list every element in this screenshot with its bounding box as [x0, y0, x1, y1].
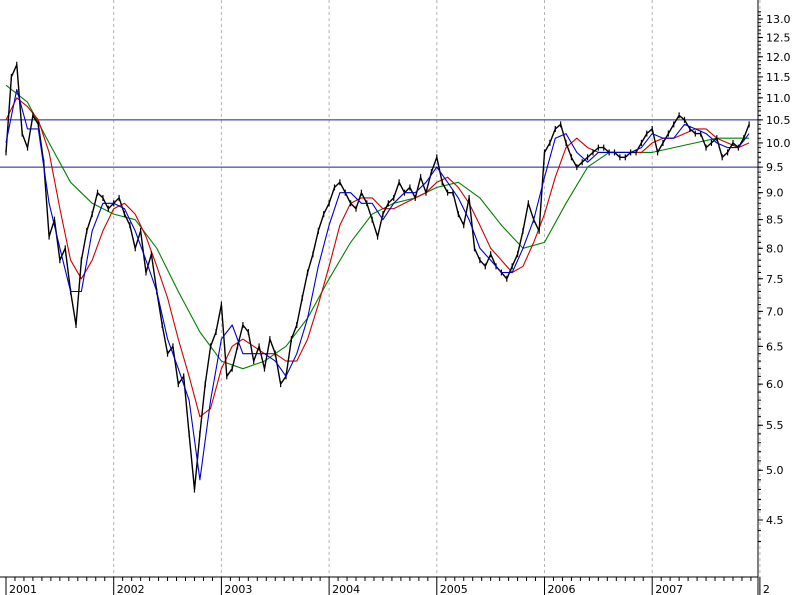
- x-tick-label: 2007: [655, 583, 683, 595]
- y-tick-label: 7.0: [766, 305, 784, 318]
- y-tick-label: 8.0: [766, 242, 784, 255]
- x-tick-label: 2006: [548, 583, 576, 595]
- series-line: [5, 88, 750, 481]
- y-tick-label: 8.5: [766, 214, 784, 227]
- y-tick-label: 9.0: [766, 187, 784, 200]
- y-tick-label: 5.5: [766, 419, 784, 432]
- vertical-gridlines: [113, 0, 761, 577]
- x-tick-label: 2003: [224, 583, 252, 595]
- y-tick-label: 10.0: [766, 137, 791, 150]
- x-tick-label: 2005: [440, 583, 468, 595]
- y-tick-label: 13.0: [766, 13, 791, 26]
- x-tick-label: 2001: [9, 583, 37, 595]
- x-tick-label: 2002: [117, 583, 145, 595]
- series-layer: [5, 61, 750, 493]
- y-tick-label: 4.5: [766, 514, 784, 527]
- y-tick-label: 5.0: [766, 464, 784, 477]
- y-tick-label: 11.0: [766, 92, 791, 105]
- x-tick-label: 2: [763, 583, 770, 595]
- y-tick-label: 6.0: [766, 378, 784, 391]
- y-tick-label: 12.5: [766, 32, 791, 45]
- x-axis-ticks: 2001 2002 2003 2004 2005 2006 2007 2: [5, 577, 770, 595]
- x-tick-label: 2004: [332, 583, 360, 595]
- y-axis-ticks: 4.5 5.0 5.5 6.0 6.5 7.0 7.5 8.0 8.5 9.0 9.5 10.0 10.…: [758, 11, 791, 542]
- y-tick-label: 11.5: [766, 71, 791, 84]
- horizontal-reference-lines: [0, 119, 758, 168]
- y-tick-label: 10.5: [766, 114, 791, 127]
- y-tick-label: 6.5: [766, 340, 784, 353]
- y-tick-label: 12.0: [766, 51, 791, 64]
- y-tick-label: 7.5: [766, 273, 784, 286]
- y-tick-label: 9.5: [766, 161, 784, 174]
